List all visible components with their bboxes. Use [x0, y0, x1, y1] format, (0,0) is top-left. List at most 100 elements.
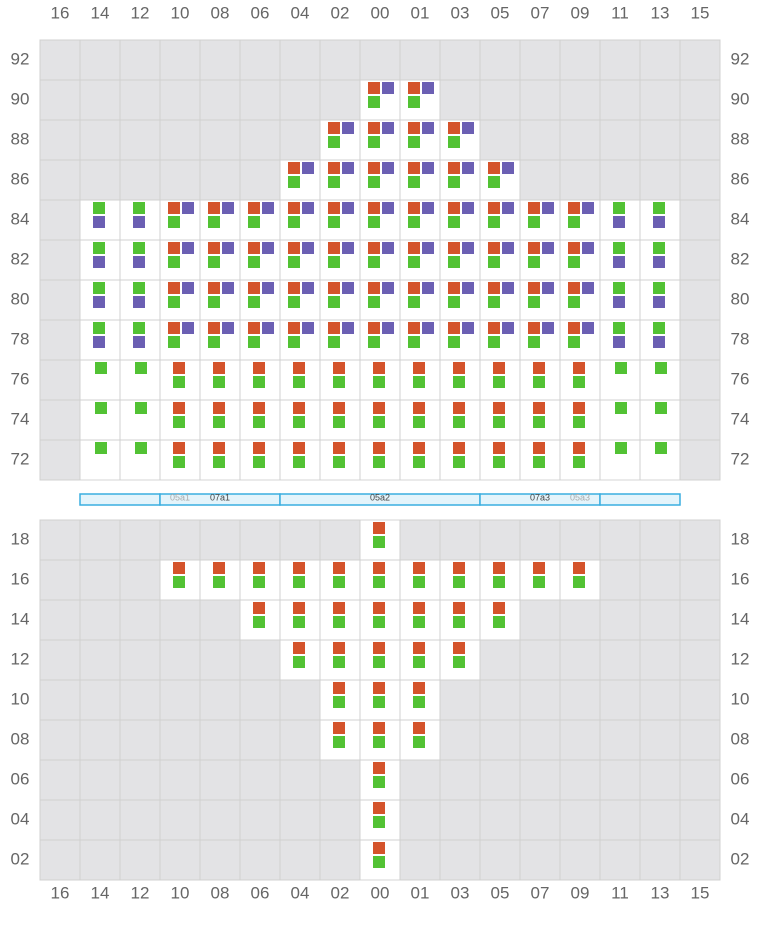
- module: [533, 376, 545, 388]
- module: [422, 322, 434, 334]
- module: [333, 616, 345, 628]
- module: [462, 162, 474, 174]
- module: [373, 736, 385, 748]
- module: [582, 202, 594, 214]
- module: [368, 82, 380, 94]
- module: [413, 696, 425, 708]
- module: [448, 322, 460, 334]
- column-label: 14: [91, 883, 110, 902]
- module: [493, 616, 505, 628]
- module: [582, 282, 594, 294]
- module: [573, 416, 585, 428]
- module: [493, 402, 505, 414]
- module: [368, 136, 380, 148]
- row-label: 06: [11, 769, 30, 788]
- module: [382, 82, 394, 94]
- module: [133, 336, 145, 348]
- module: [262, 322, 274, 334]
- module: [133, 216, 145, 228]
- module: [288, 282, 300, 294]
- module: [293, 376, 305, 388]
- module: [408, 162, 420, 174]
- module: [613, 282, 625, 294]
- column-label: 05: [491, 883, 510, 902]
- bar-label: 05a3: [570, 492, 590, 502]
- module: [453, 442, 465, 454]
- module: [173, 376, 185, 388]
- module: [653, 336, 665, 348]
- column-label: 03: [451, 3, 470, 22]
- module: [408, 96, 420, 108]
- column-label: 11: [611, 883, 629, 902]
- module: [408, 202, 420, 214]
- module: [413, 656, 425, 668]
- module: [293, 642, 305, 654]
- module: [488, 202, 500, 214]
- module: [293, 442, 305, 454]
- module: [368, 216, 380, 228]
- module: [213, 576, 225, 588]
- module: [182, 322, 194, 334]
- module: [382, 202, 394, 214]
- module: [373, 682, 385, 694]
- column-label: 08: [211, 883, 230, 902]
- column-label: 09: [571, 883, 590, 902]
- module: [413, 442, 425, 454]
- row-label: 04: [731, 809, 750, 828]
- module: [408, 122, 420, 134]
- module: [373, 842, 385, 854]
- module: [568, 296, 580, 308]
- module: [653, 242, 665, 254]
- module: [213, 402, 225, 414]
- module: [168, 216, 180, 228]
- row-label: 82: [731, 249, 750, 268]
- column-label: 15: [691, 3, 710, 22]
- module: [208, 242, 220, 254]
- module: [413, 362, 425, 374]
- module: [568, 322, 580, 334]
- module: [493, 576, 505, 588]
- row-label: 84: [731, 209, 750, 228]
- module: [448, 242, 460, 254]
- module: [262, 202, 274, 214]
- module: [333, 602, 345, 614]
- module: [248, 202, 260, 214]
- module: [613, 202, 625, 214]
- module: [248, 256, 260, 268]
- module: [328, 322, 340, 334]
- module: [93, 282, 105, 294]
- module: [328, 242, 340, 254]
- row-label: 08: [731, 729, 750, 748]
- row-label: 04: [11, 809, 30, 828]
- module: [368, 296, 380, 308]
- module: [453, 642, 465, 654]
- module: [568, 336, 580, 348]
- module: [528, 256, 540, 268]
- module: [302, 322, 314, 334]
- module: [248, 216, 260, 228]
- module: [493, 456, 505, 468]
- column-label: 13: [651, 3, 670, 22]
- row-label: 74: [731, 409, 750, 428]
- module: [448, 336, 460, 348]
- module: [168, 242, 180, 254]
- module: [253, 456, 265, 468]
- column-label: 04: [291, 3, 310, 22]
- column-label: 07: [531, 883, 550, 902]
- column-label: 12: [131, 883, 150, 902]
- module: [168, 296, 180, 308]
- module: [408, 136, 420, 148]
- module: [373, 802, 385, 814]
- row-label: 88: [731, 129, 750, 148]
- module: [542, 282, 554, 294]
- module: [302, 202, 314, 214]
- column-label: 11: [611, 3, 629, 22]
- module: [542, 242, 554, 254]
- module: [288, 256, 300, 268]
- module: [613, 296, 625, 308]
- module: [373, 762, 385, 774]
- module: [168, 336, 180, 348]
- bar-segment: [79, 493, 161, 506]
- module: [368, 162, 380, 174]
- module: [213, 562, 225, 574]
